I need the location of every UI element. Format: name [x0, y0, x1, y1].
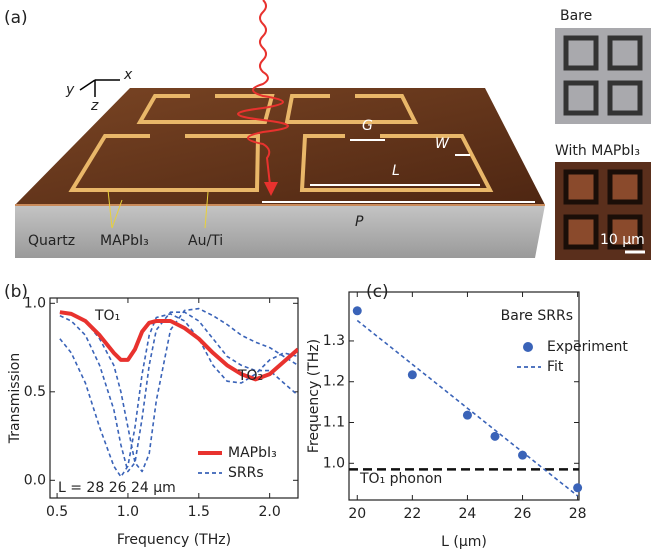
- legend-label: MAPbI₃: [228, 445, 277, 461]
- data-point: [490, 432, 499, 441]
- x-tick-label: 1.0: [117, 504, 139, 520]
- x-tick-label: 1.5: [188, 504, 210, 520]
- dimension-label: W: [435, 136, 450, 152]
- x-tick-label: 28: [569, 506, 587, 522]
- data-point: [573, 483, 582, 492]
- plot-area: [349, 321, 579, 496]
- y-tick-label: 0.5: [24, 384, 46, 400]
- illustration: [15, 0, 651, 260]
- y-axis-label: Frequency (THz): [306, 339, 322, 453]
- x-tick-label: 26: [514, 506, 532, 522]
- annotation: TO₁ phonon: [359, 471, 442, 487]
- y-tick-label: 1.0: [323, 455, 345, 471]
- data-point: [518, 451, 527, 460]
- annotation: L = 28 26 24 μm: [58, 480, 176, 496]
- legend-label: SRRs: [228, 465, 264, 481]
- x-tick-label: 20: [348, 506, 366, 522]
- data-point: [408, 370, 417, 379]
- y-tick-label: 0.0: [24, 472, 46, 488]
- scale-bar-label: 10 μm: [600, 232, 645, 248]
- legend-label: Fit: [547, 359, 564, 375]
- dimension-label: G: [362, 118, 373, 134]
- layer-label: Quartz: [28, 233, 75, 249]
- x-tick-label: 0.5: [46, 504, 68, 520]
- data-point: [353, 306, 362, 315]
- annotation: TO₁: [94, 308, 120, 324]
- layer-label: Au/Ti: [188, 233, 223, 249]
- dimension-label: P: [355, 214, 364, 230]
- annotation: TO₂: [237, 368, 263, 384]
- axis-glyph-label: x: [123, 67, 133, 83]
- x-tick-label: 2.0: [259, 504, 281, 520]
- figure: (a) (b) (c) x y z G W L P Quartz MAPbI₃ …: [0, 0, 659, 558]
- axes-glyph: [80, 80, 120, 97]
- y-tick-label: 1.1: [323, 415, 345, 431]
- y-tick-label: 1.3: [323, 333, 345, 349]
- legend-label: Experiment: [547, 339, 628, 355]
- photo-label: Bare: [560, 8, 592, 24]
- x-tick-label: 24: [459, 506, 477, 522]
- annotation: Bare SRRs: [501, 308, 573, 324]
- x-axis-label: Frequency (THz): [117, 532, 231, 548]
- legend-marker: [523, 342, 533, 352]
- y-axis-label: Transmission: [7, 353, 23, 444]
- x-tick-label: 22: [403, 506, 421, 522]
- axis-glyph-label: y: [65, 82, 75, 98]
- x-axis-label: L (μm): [441, 534, 487, 550]
- photo-bare: [555, 28, 651, 124]
- data-point: [463, 411, 472, 420]
- quartz-substrate: [15, 205, 545, 258]
- axis-glyph-label: z: [90, 98, 99, 114]
- photo-label: With MAPbI₃: [555, 143, 640, 159]
- layer-label: MAPbI₃: [100, 233, 149, 249]
- dimension-label: L: [392, 163, 400, 179]
- y-tick-label: 1.2: [323, 374, 345, 390]
- page: (a) (b) (c) x y z G W L P Quartz MAPbI₃ …: [0, 0, 659, 558]
- panel-label: (a): [4, 8, 28, 28]
- y-tick-label: 1.0: [24, 295, 46, 311]
